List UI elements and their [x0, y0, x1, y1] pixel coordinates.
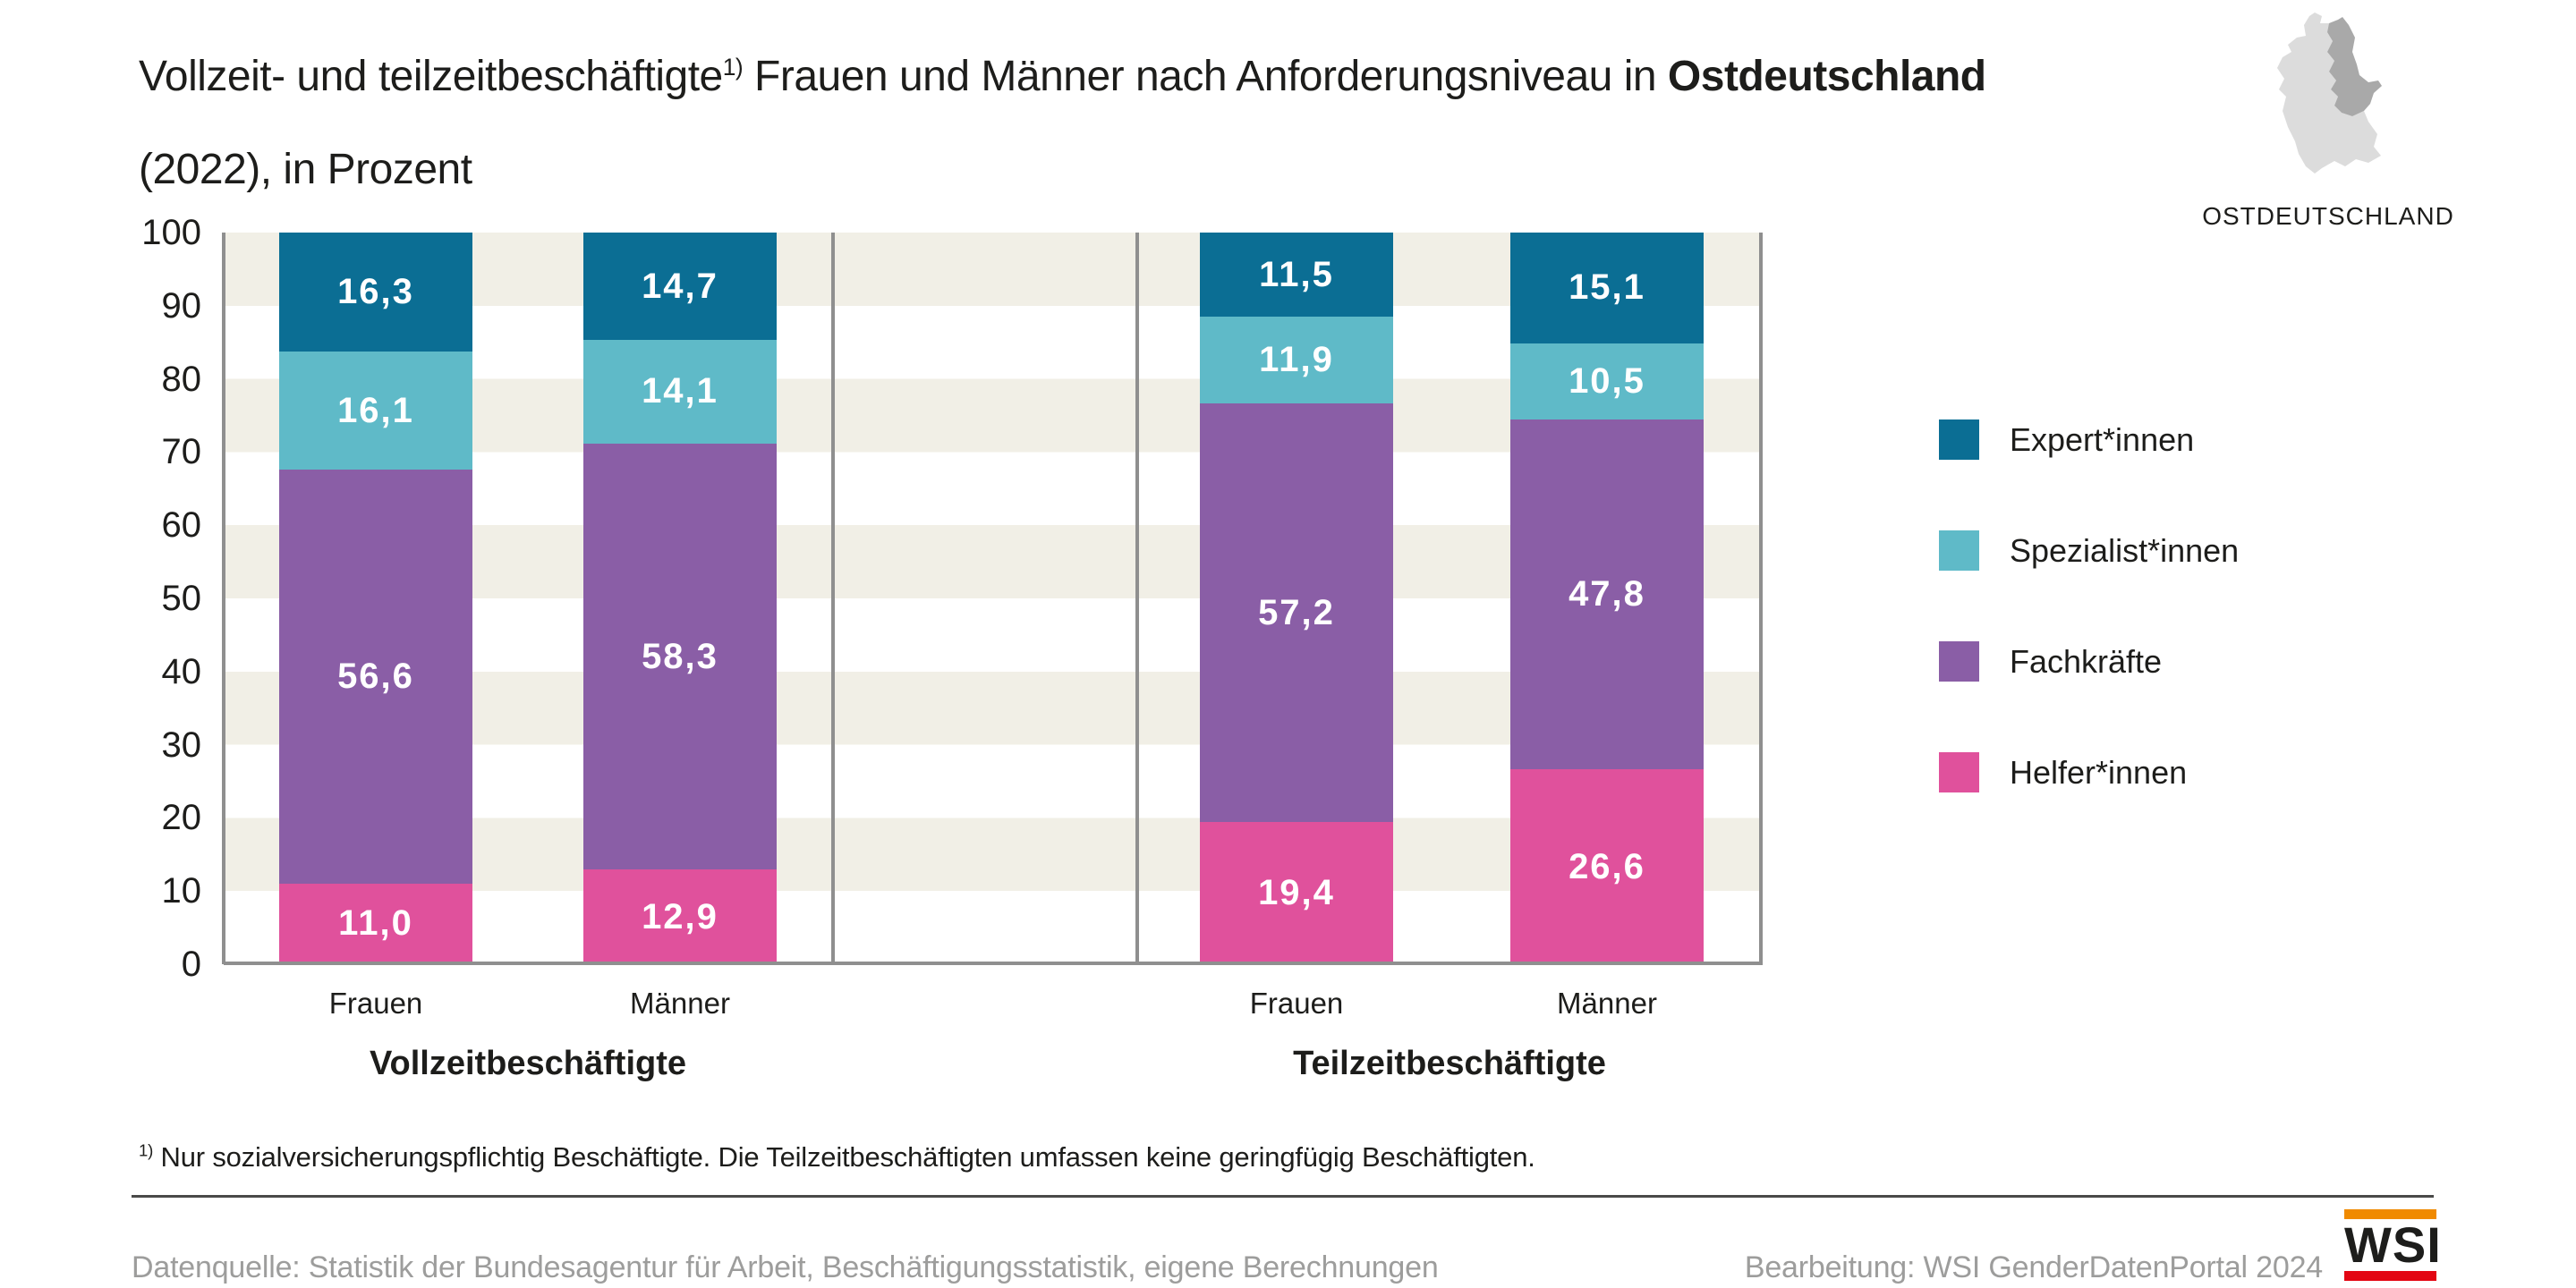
x-category-label: Männer [630, 987, 730, 1020]
wsi-logo: WSI [2344, 1209, 2442, 1281]
wsi-logo-text: WSI [2344, 1216, 2442, 1273]
y-tick-label: 20 [161, 798, 202, 838]
bar-segment-fachkrfte: 47,8 [1510, 419, 1704, 770]
bar-segment-spezialistinnen: 11,9 [1200, 317, 1393, 404]
bar-segment-spezialistinnen: 16,1 [279, 352, 472, 470]
legend-item: Helfer*innen [1939, 752, 2239, 792]
map-east-region [2327, 17, 2382, 116]
x-axis-line [224, 962, 1763, 965]
stacked-bar-teilzeit-frauen: 11,5 11,9 57,2 19,4 [1200, 233, 1393, 964]
title-part1: Vollzeit- und teilzeitbeschäftigte [139, 53, 723, 100]
bar-value-label: 16,3 [337, 272, 414, 312]
bar-value-label: 26,6 [1569, 846, 1645, 886]
bar-value-label: 14,1 [642, 371, 718, 411]
plot-right-border [1759, 233, 1763, 964]
bar-segment-helferinnen: 26,6 [1510, 769, 1704, 964]
bar-value-label: 10,5 [1569, 360, 1645, 401]
y-tick-label: 80 [161, 359, 202, 399]
legend-item: Expert*innen [1939, 419, 2239, 460]
legend-item: Spezialist*innen [1939, 530, 2239, 571]
bar-segment-helferinnen: 11,0 [279, 884, 472, 964]
wsi-logo-orange-bar [2344, 1209, 2436, 1219]
title-part3: (2022), in Prozent [139, 146, 472, 193]
germany-map [2259, 9, 2402, 197]
plot-left-border [222, 233, 225, 964]
plot-divider-left [831, 233, 835, 964]
y-axis: 100 90 80 70 60 50 40 30 20 10 0 [0, 213, 202, 984]
y-tick-label: 30 [161, 724, 202, 765]
legend-swatch [1939, 641, 1979, 682]
y-tick-label: 60 [161, 505, 202, 546]
x-category-label: Männer [1557, 987, 1657, 1020]
legend-label: Fachkräfte [2010, 642, 2163, 680]
y-tick-label: 70 [161, 432, 202, 472]
plot-area: 16,3 16,1 56,6 11,0 Frauen 14,7 14,1 58,3 12,9 Mä… [222, 233, 1763, 1082]
bar-value-label: 11,5 [1259, 254, 1334, 294]
bar-segment-helferinnen: 19,4 [1200, 822, 1393, 964]
bar-value-label: 56,6 [337, 657, 414, 696]
footnote-text: Nur sozialversicherungspflichtig Beschäf… [153, 1141, 1535, 1173]
y-tick-label: 0 [181, 945, 201, 984]
bar-value-label: 57,2 [1258, 592, 1335, 632]
bar-value-label: 11,0 [338, 903, 413, 944]
x-category-label: Frauen [328, 987, 423, 1020]
wsi-logo-red-bar [2344, 1271, 2436, 1281]
stacked-bar-teilzeit-maenner: 15,1 10,5 47,8 26,6 [1510, 233, 1704, 964]
bar-value-label: 16,1 [337, 390, 414, 430]
bar-segment-expertinnen: 14,7 [583, 233, 777, 341]
bar-value-label: 14,7 [642, 266, 718, 306]
y-tick-label: 50 [161, 579, 202, 618]
bar-value-label: 12,9 [642, 896, 718, 936]
bar-segment-fachkrfte: 57,2 [1200, 403, 1393, 823]
footnote: 1) Nur sozialversicherungspflichtig Besc… [139, 1141, 1535, 1174]
group-label-teilzeitbeschäftigte: Teilzeitbeschäftigte [1293, 1045, 1606, 1082]
plot-divider-right [1135, 233, 1139, 964]
credit-text: Bearbeitung: WSI GenderDatenPortal 2024 [1744, 1250, 2323, 1284]
title-region: Ostdeutschland [1667, 53, 1986, 100]
bar-segment-fachkrfte: 56,6 [279, 470, 472, 884]
stacked-bar-vollzeit-maenner: 14,7 14,1 58,3 12,9 [583, 233, 777, 964]
legend-label: Helfer*innen [2010, 753, 2188, 791]
bar-value-label: 11,9 [1259, 340, 1334, 380]
footnote-marker: 1) [139, 1140, 154, 1160]
group-label-vollzeitbeschäftigte: Vollzeitbeschäftigte [369, 1045, 687, 1082]
legend-item: Fachkräfte [1939, 641, 2239, 682]
page-title: Vollzeit- und teilzeitbeschäftigte1) Fra… [139, 30, 2286, 216]
bar-segment-fachkrfte: 58,3 [583, 443, 777, 870]
data-source-text: Datenquelle: Statistik der Bundesagentur… [132, 1250, 1439, 1284]
bar-segment-expertinnen: 15,1 [1510, 233, 1704, 343]
legend-label: Spezialist*innen [2010, 531, 2240, 569]
bar-segment-helferinnen: 12,9 [583, 869, 777, 964]
title-part2: Frauen und Männer nach Anforderungsnivea… [743, 53, 1668, 100]
stacked-bar-vollzeit-frauen: 16,3 16,1 56,6 11,0 [279, 233, 472, 964]
map-west-region [2277, 13, 2381, 174]
legend-label: Expert*innen [2010, 420, 2195, 458]
bar-value-label: 15,1 [1569, 267, 1645, 308]
region-badge-label: OSTDEUTSCHLAND [2202, 202, 2454, 230]
footer-divider-line [132, 1195, 2434, 1198]
germany-map-svg [2277, 13, 2382, 174]
legend-swatch [1939, 419, 1979, 460]
legend-swatch [1939, 530, 1979, 571]
bar-value-label: 19,4 [1258, 873, 1335, 913]
title-footnote-marker: 1) [722, 54, 744, 80]
bar-segment-spezialistinnen: 10,5 [1510, 343, 1704, 420]
chart-legend: Expert*innen Spezialist*innen Fachkräfte He… [1939, 419, 2239, 863]
bar-segment-expertinnen: 16,3 [279, 233, 472, 352]
y-tick-label: 10 [161, 871, 202, 911]
legend-swatch [1939, 752, 1979, 792]
y-tick-label: 100 [141, 213, 201, 252]
y-tick-label: 90 [161, 285, 202, 326]
x-category-label: Frauen [1249, 987, 1344, 1020]
bar-value-label: 47,8 [1569, 574, 1645, 614]
y-tick-label: 40 [161, 651, 202, 691]
bar-segment-expertinnen: 11,5 [1200, 233, 1393, 318]
bar-value-label: 58,3 [642, 636, 718, 676]
bar-segment-spezialistinnen: 14,1 [583, 340, 777, 444]
